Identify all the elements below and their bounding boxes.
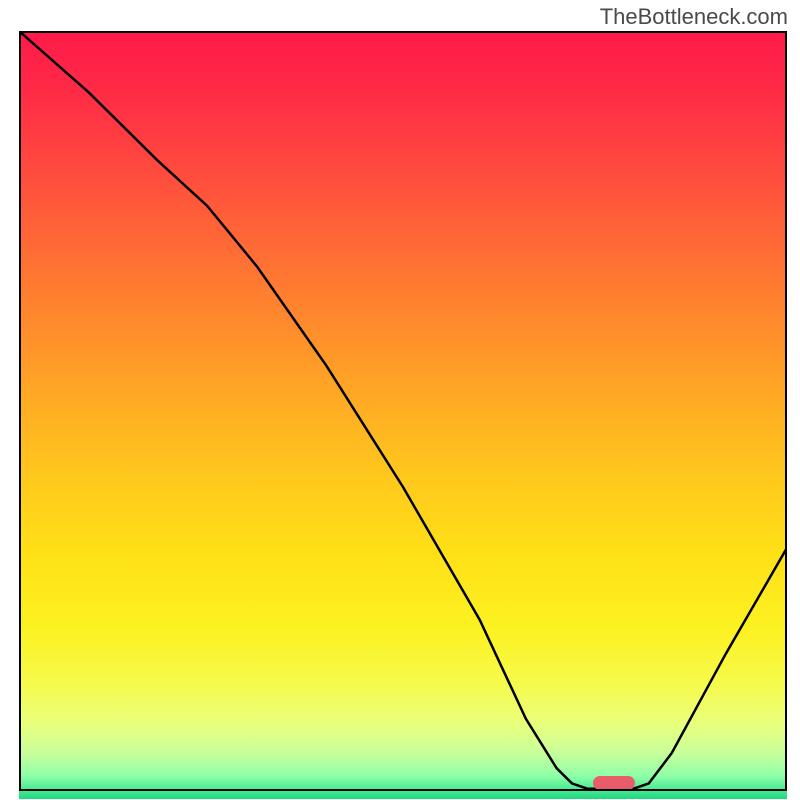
watermark-text: TheBottleneck.com: [600, 4, 788, 30]
optimum-marker: [593, 776, 635, 790]
chart-root: TheBottleneck.com: [0, 0, 800, 800]
bottleneck-curve: [19, 31, 787, 791]
plot-area: [19, 31, 787, 791]
